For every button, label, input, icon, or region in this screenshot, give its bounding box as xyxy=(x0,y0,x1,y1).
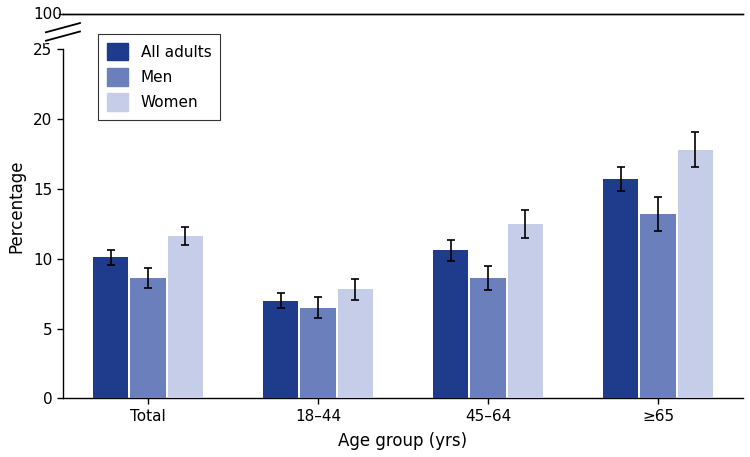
Bar xyxy=(470,278,506,399)
Bar xyxy=(678,150,713,399)
Bar xyxy=(130,278,166,399)
Bar xyxy=(300,308,336,399)
Text: 100: 100 xyxy=(34,7,62,22)
Bar xyxy=(433,250,469,399)
Bar xyxy=(262,301,298,399)
Bar xyxy=(508,224,543,399)
Bar xyxy=(603,179,638,399)
X-axis label: Age group (yrs): Age group (yrs) xyxy=(338,432,467,450)
Bar xyxy=(640,214,676,399)
Bar xyxy=(93,257,128,399)
Bar xyxy=(167,236,203,399)
Legend: All adults, Men, Women: All adults, Men, Women xyxy=(98,34,220,120)
Bar xyxy=(338,289,374,399)
Y-axis label: Percentage: Percentage xyxy=(7,159,25,253)
